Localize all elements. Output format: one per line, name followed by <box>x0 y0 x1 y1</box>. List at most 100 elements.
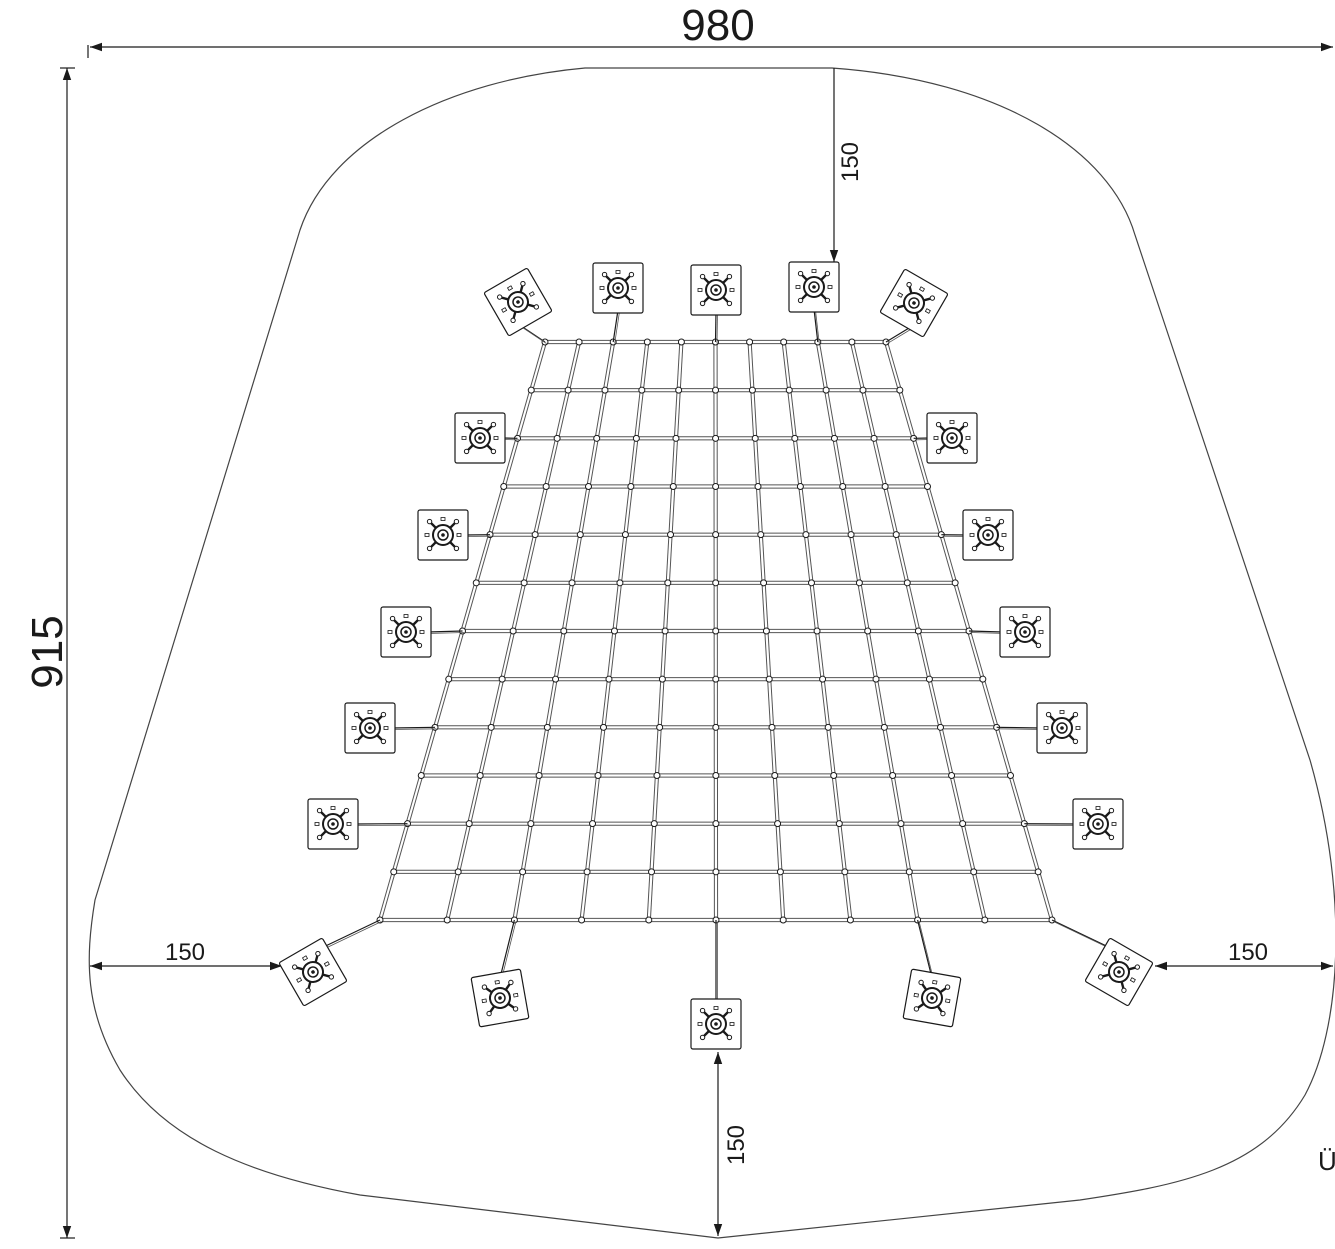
safety-zone-outline <box>88 67 1335 1239</box>
net-knot <box>959 820 967 828</box>
net-knot <box>892 531 900 539</box>
net-knot <box>896 386 904 394</box>
net-knot <box>600 723 607 731</box>
net-knot <box>527 386 535 394</box>
net-knot <box>870 434 878 442</box>
net-knot <box>417 772 425 779</box>
anchor-tie-rope <box>813 308 819 343</box>
net-knot <box>454 868 462 876</box>
net-knot <box>487 723 495 731</box>
ground-anchor-plate <box>417 509 469 561</box>
net-knot <box>1007 772 1014 779</box>
ground-anchor-plate <box>344 702 396 754</box>
net-knot <box>751 434 759 442</box>
net-knot <box>638 386 646 394</box>
net-knot <box>610 627 618 635</box>
net-knot <box>601 386 609 394</box>
net-knot <box>543 723 551 731</box>
net-knot <box>553 434 561 442</box>
left-clearance-label: 150 <box>165 939 205 966</box>
net-knot <box>643 338 651 346</box>
anchor-tie-rope <box>612 309 619 343</box>
net-knot <box>443 916 451 924</box>
net-knot <box>880 723 888 731</box>
net-knot <box>848 338 856 346</box>
net-knot <box>575 338 583 346</box>
net-knot <box>970 868 978 876</box>
anchor-tie-rope <box>996 726 1041 729</box>
net-knot <box>653 772 661 779</box>
right-clearance-dimension: 150 <box>1155 939 1333 971</box>
bottom-clearance-dimension: 150 <box>713 1052 750 1236</box>
anchor-tie-rope <box>614 311 620 344</box>
anchor-tie-rope <box>716 313 718 344</box>
net-knot <box>824 723 832 731</box>
height-dimension-label: 915 <box>23 615 72 688</box>
net-knot <box>925 675 933 683</box>
net-knot <box>905 868 913 876</box>
ground-anchor-plate <box>592 262 644 314</box>
ground-anchor-plate <box>470 968 530 1028</box>
net-knot <box>712 483 720 490</box>
net-knot <box>712 579 720 587</box>
net-knot <box>520 579 528 587</box>
net-knot <box>616 579 624 587</box>
net-knot <box>981 916 989 924</box>
net-knot <box>661 627 669 635</box>
net-knot <box>819 675 827 683</box>
net-knot <box>568 579 576 587</box>
net-knot <box>664 579 672 587</box>
net-knot <box>712 531 720 539</box>
net-knot <box>872 675 880 683</box>
anchor-tie-rope <box>391 726 436 729</box>
net-knot <box>578 916 586 924</box>
width-dimension: 980 <box>87 1 1333 58</box>
net-knot <box>500 483 508 490</box>
net-knot <box>667 531 675 539</box>
net-knot <box>830 772 838 779</box>
anchor-tie-rope <box>815 310 820 344</box>
net-knot <box>864 627 872 635</box>
ground-anchor-plate <box>278 937 348 1007</box>
net-knot <box>859 386 867 394</box>
net-knot <box>780 338 788 346</box>
net-knot <box>712 675 720 683</box>
net-knot <box>535 772 543 779</box>
net-knot <box>768 723 776 731</box>
net-knot <box>472 579 480 587</box>
height-dimension: 915 <box>23 67 75 1239</box>
net-knot <box>712 386 720 394</box>
anchor-tie-rope <box>917 919 933 979</box>
net-knot <box>658 675 666 683</box>
ground-anchor-plate <box>1036 702 1088 754</box>
net-knot <box>677 338 685 346</box>
net-knot <box>748 386 756 394</box>
width-dimension-label: 980 <box>681 1 754 50</box>
ground-anchor-plate <box>902 968 962 1028</box>
bottom-clearance-label: 150 <box>723 1125 750 1165</box>
net-knot <box>519 868 527 876</box>
net-knot <box>712 434 720 442</box>
net-knot <box>527 820 535 828</box>
net-knot <box>712 772 720 779</box>
net-knot <box>822 386 830 394</box>
net-knot <box>771 772 779 779</box>
net-knot <box>648 868 656 876</box>
anchor-tie-rope <box>499 919 515 979</box>
net-knot <box>621 531 629 539</box>
net-knot <box>897 820 905 828</box>
ground-anchor-plate <box>454 412 506 464</box>
ground-anchor-plate <box>962 509 1014 561</box>
anchor-tie-rope <box>429 632 465 634</box>
ground-anchor-plate <box>1072 798 1124 850</box>
ground-anchor-plate <box>999 606 1051 658</box>
ground-anchor-plate <box>690 264 742 316</box>
anchor-tie-rope <box>501 921 517 980</box>
ground-anchor-plate <box>690 998 742 1050</box>
ground-anchor-plate <box>926 412 978 464</box>
net-knot <box>589 820 597 828</box>
net-knot <box>627 483 635 490</box>
top-clearance-label: 150 <box>837 142 864 182</box>
net-knot <box>774 820 782 828</box>
